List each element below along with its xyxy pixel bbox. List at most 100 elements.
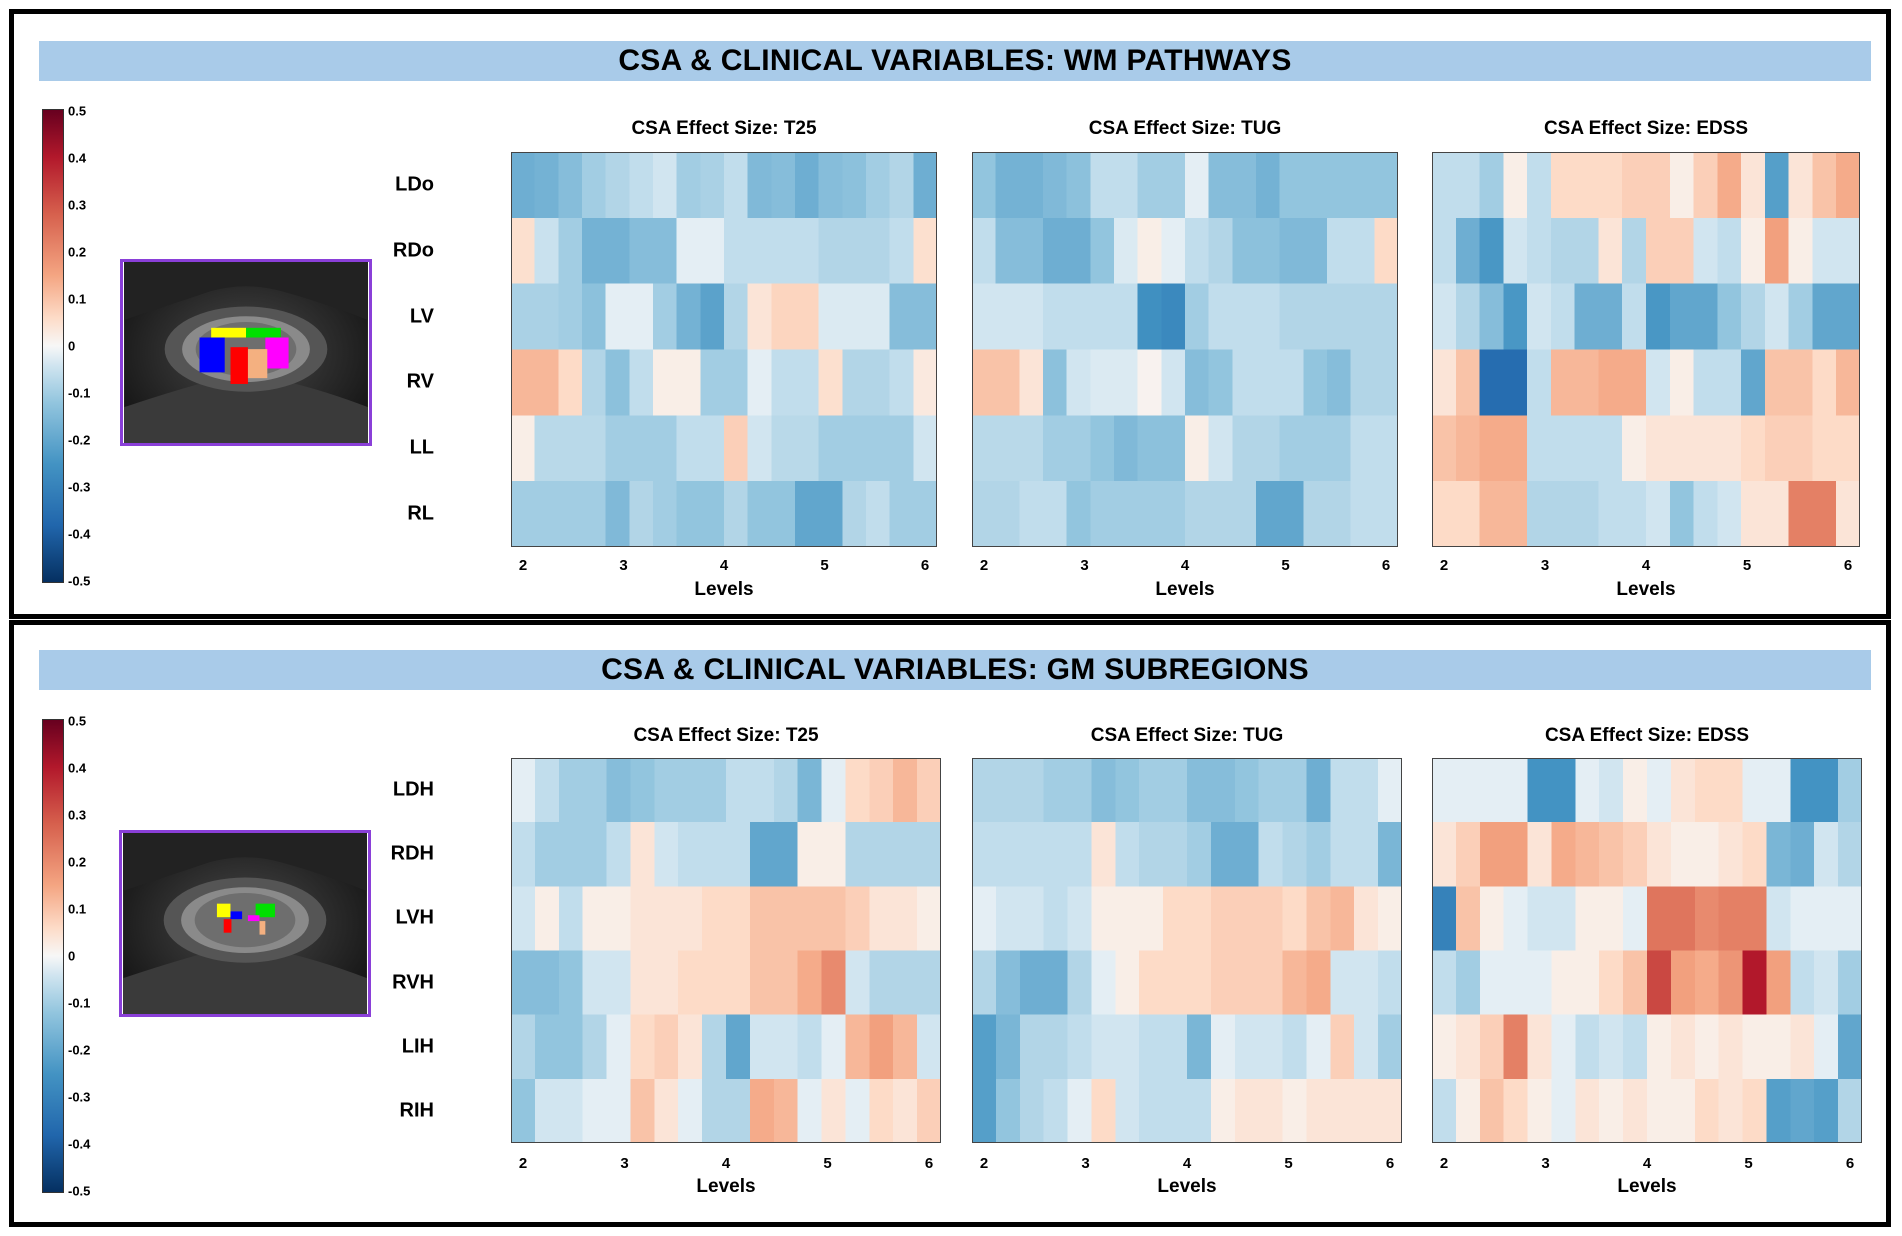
heatmap-cell [1479, 758, 1505, 823]
heatmap-cell [972, 152, 997, 219]
heatmap-cell [1374, 349, 1398, 416]
heatmap-cell [1210, 1078, 1236, 1143]
heatmap-cell [702, 758, 727, 823]
heatmap-cell [1432, 758, 1457, 823]
colorbar-tick-label: -0.5 [68, 573, 91, 589]
heatmap-cell [1599, 886, 1624, 952]
heatmap-cell [1646, 283, 1671, 351]
heatmap-cell [606, 950, 632, 1016]
heatmap-cell [1374, 481, 1398, 547]
heatmap-cell [1279, 481, 1304, 547]
heatmap-cell [1766, 1078, 1791, 1143]
heatmap-cell [1742, 950, 1768, 1016]
heatmap-cell [511, 152, 536, 219]
heatmap-cell [747, 217, 772, 285]
heatmap-cell [1114, 481, 1139, 547]
heatmap-cell [726, 1014, 751, 1080]
heatmap-cell [1091, 822, 1116, 887]
heatmap-cell [1185, 415, 1210, 482]
x-tick-label: 2 [1439, 1155, 1449, 1172]
heatmap-cell [1455, 283, 1481, 351]
heatmap-cell [534, 1078, 560, 1143]
heatmap-cell [1575, 822, 1600, 887]
heatmap-cell [1161, 217, 1186, 285]
heatmap-cell [1764, 152, 1790, 219]
heatmap-cell [845, 950, 870, 1016]
heatmap-cell [582, 822, 608, 887]
heatmap-cell [1599, 1078, 1624, 1143]
heatmap-cell [1527, 758, 1553, 823]
heatmap-cell [1161, 349, 1186, 416]
heatmap-cell [1137, 349, 1162, 416]
heatmap-cell [1137, 415, 1162, 482]
heatmap-cell [1279, 152, 1304, 219]
heatmap-cell [1043, 481, 1068, 547]
heatmap-cell [534, 1014, 560, 1080]
colorbar-tick-label: 0.5 [68, 103, 87, 119]
x-tick-label: 3 [1081, 1155, 1090, 1172]
heatmap-cell [1378, 822, 1402, 887]
heatmap-cell [869, 758, 894, 823]
heatmap-cell [653, 217, 678, 285]
heatmap-cell [511, 1014, 536, 1080]
heatmap-cell [1838, 822, 1862, 887]
heatmap-cell [1327, 152, 1352, 219]
heatmap-cell [629, 217, 654, 285]
heatmap-cell [1234, 822, 1260, 887]
heatmap-cell [1090, 152, 1115, 219]
heatmap-cell [1090, 349, 1115, 416]
heatmap-cell [797, 1014, 823, 1080]
heatmap-cell [1527, 822, 1553, 887]
heatmap-cell [1503, 758, 1529, 823]
heatmap-cell [558, 950, 584, 1016]
heatmap-cell [1258, 822, 1284, 887]
heatmap-cell [558, 822, 584, 887]
heatmap-cell [972, 1014, 997, 1080]
heatmap-cell [972, 349, 997, 416]
heatmap-cell [534, 283, 559, 351]
heatmap-cell [818, 217, 843, 285]
heatmap-cell [678, 1078, 703, 1143]
heatmap-cell [534, 481, 559, 547]
row-label: LDo [395, 173, 434, 196]
colorbar-tick-label: 0.3 [68, 807, 87, 823]
heatmap-cell [1187, 1014, 1212, 1080]
heatmap-cell [845, 886, 870, 952]
heatmap-cell [1019, 1078, 1045, 1143]
heatmap-cell [582, 349, 607, 416]
heatmap-cell [1350, 349, 1375, 416]
heatmap-cell [629, 481, 654, 547]
heatmap-cell [1185, 283, 1210, 351]
heatmap-cell [1374, 415, 1398, 482]
heatmap-cell [511, 822, 536, 887]
heatmap-cell [1282, 886, 1308, 952]
heatmap-cell [842, 283, 867, 351]
heatmap-cell [558, 886, 584, 952]
heatmap-cell [678, 886, 703, 952]
heatmap-cell [869, 950, 894, 1016]
heatmap-cell [700, 415, 725, 482]
heatmap-cell [1256, 152, 1281, 219]
heatmap-cell [702, 822, 727, 887]
heatmap-cell [1550, 217, 1576, 285]
heatmap-cell [749, 1078, 775, 1143]
heatmap-cell [972, 415, 997, 482]
heatmap-cell [1623, 886, 1648, 952]
heatmap-cell [1279, 283, 1304, 351]
heatmap-cell [1208, 415, 1233, 482]
heatmap-cell [605, 152, 630, 219]
heatmap-cell [889, 415, 914, 482]
heatmap-cell [1256, 415, 1281, 482]
heatmap-cell [1717, 349, 1742, 416]
heatmap-cell [869, 1014, 894, 1080]
heatmap-cell [1670, 950, 1696, 1016]
heatmap-cell [797, 886, 823, 952]
heatmap-cell [1043, 1078, 1069, 1143]
heatmap-cell [917, 950, 941, 1016]
heatmap-cell [1669, 217, 1695, 285]
heatmap-cell [1374, 152, 1398, 219]
heatmap-cell [821, 758, 847, 823]
heatmap-cell [1646, 481, 1671, 547]
x-axis-label: Levels [696, 1176, 756, 1197]
heatmap-cell [917, 822, 941, 887]
